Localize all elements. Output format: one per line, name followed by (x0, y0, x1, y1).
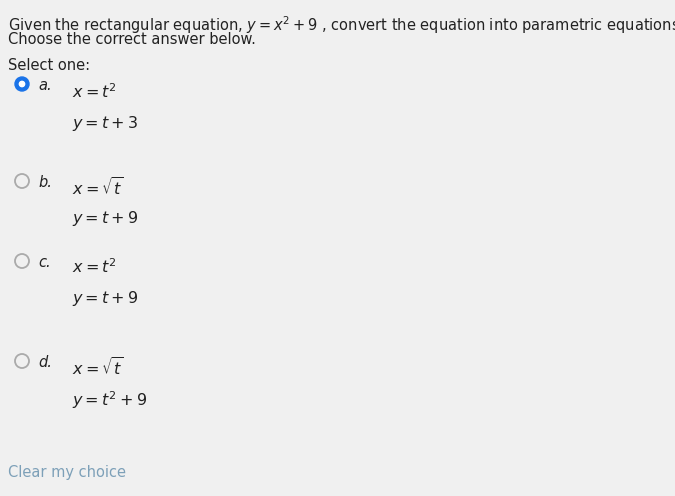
Text: c.: c. (38, 255, 51, 270)
Text: $y = t + 9$: $y = t + 9$ (72, 209, 138, 228)
Text: $x = \sqrt{t}$: $x = \sqrt{t}$ (72, 177, 124, 199)
Text: $x = t^2$: $x = t^2$ (72, 82, 117, 101)
Text: $y = t + 9$: $y = t + 9$ (72, 289, 138, 308)
Text: $x = t^2$: $x = t^2$ (72, 257, 117, 276)
Text: Given the rectangular equation, $y = x^2 + 9$ , convert the equation into parame: Given the rectangular equation, $y = x^2… (8, 14, 675, 36)
Text: Choose the correct answer below.: Choose the correct answer below. (8, 32, 256, 47)
Circle shape (20, 81, 25, 87)
Text: a.: a. (38, 78, 51, 93)
Text: d.: d. (38, 355, 52, 370)
Text: b.: b. (38, 175, 52, 190)
Text: $x = \sqrt{t}$: $x = \sqrt{t}$ (72, 357, 124, 379)
Text: Select one:: Select one: (8, 58, 90, 73)
Circle shape (15, 77, 29, 91)
Text: $y = t + 3$: $y = t + 3$ (72, 114, 138, 133)
Text: Clear my choice: Clear my choice (8, 465, 126, 480)
Text: $y = t^2 + 9$: $y = t^2 + 9$ (72, 389, 147, 411)
